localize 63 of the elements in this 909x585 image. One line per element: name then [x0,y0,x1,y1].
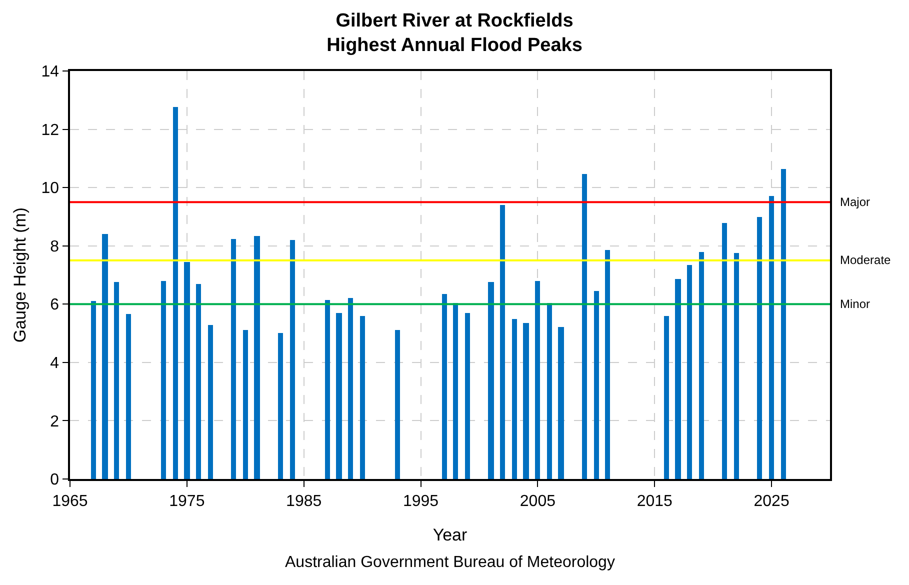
x-tick-label: 1985 [286,492,322,510]
bar [325,300,330,479]
bar [184,262,190,479]
bar [500,205,505,479]
bar [453,303,458,479]
bar [290,240,295,479]
x-tick-label: 2015 [636,492,673,510]
bar [488,282,494,479]
bar [278,333,283,479]
bar [535,281,540,479]
text: Australian Government Bureau of Meteorology [285,554,615,571]
x-tick-label: 1995 [402,492,439,510]
bar [465,313,470,479]
bar [243,330,248,479]
y-tick-label: 14 [41,64,60,81]
ref-line-label: Major [840,195,870,209]
bar [605,250,610,479]
bar [91,301,96,479]
y-tick-label: 12 [41,122,60,139]
bar [102,234,108,479]
bar [126,314,131,479]
bar [254,236,260,479]
bar [196,284,201,479]
bar [734,253,739,479]
y-tick-label: 6 [50,296,60,314]
bar [336,313,342,479]
bar [582,174,587,479]
y-tick-label: 10 [41,180,60,198]
x-tick-label: 2025 [754,492,790,510]
x-tick-label: 2005 [520,492,556,510]
ref-line-label: Minor [840,297,870,311]
chart-title: Gilbert River at Rockfields Highest Annual Flood Peaks [326,10,582,56]
bar [781,169,786,479]
y-tick-label: 0 [50,472,60,489]
bar [512,319,517,479]
bar [114,282,119,479]
x-axis-title: Year [432,526,468,544]
bar [594,291,599,479]
bar [348,298,353,479]
bar [161,281,166,479]
bar [558,327,564,479]
x-tick-label: 1975 [169,492,205,510]
y-tick-label: 4 [50,355,60,372]
y-tick-label: 8 [50,238,60,256]
x-tick-label: 1965 [52,492,88,510]
bar [699,252,704,479]
bar [664,316,669,479]
bar [769,196,774,479]
bar [442,294,447,479]
bar [395,330,400,479]
ref-line-label: Moderate [840,253,892,267]
bar [547,303,552,479]
bar [722,223,727,479]
bar [757,217,762,479]
bar [523,323,529,479]
bar [687,265,692,479]
bar [675,279,681,479]
bar [173,107,178,479]
bar [360,316,365,479]
y-axis-title: Gauge Height (m) [10,207,30,343]
bar [208,325,213,479]
y-tick-label: 2 [50,413,60,430]
bar [231,239,236,479]
